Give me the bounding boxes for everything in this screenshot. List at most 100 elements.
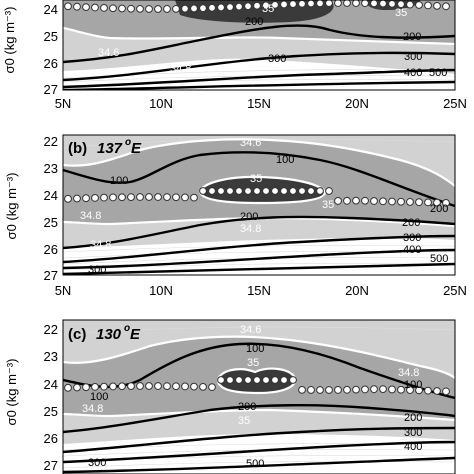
salinity-label: 35 — [238, 415, 250, 427]
x-tick-label: 25N — [443, 96, 467, 111]
y-tick-label: 27 — [44, 268, 58, 283]
core-marker — [262, 376, 270, 384]
core-marker — [208, 187, 216, 195]
core-marker — [316, 187, 324, 195]
x-tick-label: 20N — [345, 96, 369, 111]
salinity-label: 35 — [395, 7, 407, 19]
core-marker — [334, 0, 342, 7]
core-marker — [361, 385, 369, 394]
salinity-label: 34.6 — [240, 137, 261, 149]
panel-a-depth-labels: 200 300 200 300 400 500 — [245, 16, 447, 79]
core-marker — [280, 0, 288, 9]
depth-label: 300 — [88, 264, 106, 276]
depth-contours — [63, 24, 455, 90]
depth-label: 500 — [429, 67, 447, 79]
y-tick-label: 26 — [44, 242, 58, 257]
core-marker — [73, 194, 81, 203]
core-marker — [199, 382, 207, 391]
y-tick-label: 26 — [44, 431, 58, 446]
core-marker — [208, 3, 216, 12]
core-marker — [379, 385, 387, 394]
salinity-label: 35 — [322, 199, 334, 211]
core-marker — [325, 386, 333, 394]
panel-b-xticks: 5N 10N 15N 20N 25N — [55, 283, 467, 298]
y-axis-label: σ0 (kg m⁻³) — [2, 7, 17, 74]
y-tick-label: 22 — [44, 134, 58, 149]
panel-c-plot — [63, 320, 455, 474]
core-marker — [442, 2, 450, 11]
core-marker — [379, 0, 387, 8]
y-tick-label: 25 — [44, 29, 58, 44]
core-marker — [226, 376, 234, 384]
core-marker — [253, 187, 261, 195]
core-marker — [325, 187, 333, 195]
core-marker — [190, 193, 198, 202]
panel-b-depth-labels: 100 100 200 200 200 300 400 500 300 — [88, 154, 448, 276]
core-marker — [91, 383, 99, 391]
core-marker — [280, 187, 288, 195]
core-marker — [226, 187, 234, 195]
core-marker — [334, 197, 342, 205]
core-marker — [442, 199, 450, 207]
core-marker — [415, 1, 423, 9]
depth-label: 300 — [404, 427, 422, 439]
salinity-label: 34.6 — [98, 47, 119, 59]
core-marker — [145, 382, 153, 390]
panel-longitude-suffix: E — [131, 140, 142, 157]
core-marker — [343, 385, 351, 394]
core-marker — [217, 3, 225, 12]
depth-label: 200 — [245, 16, 263, 28]
core-marker — [271, 376, 279, 384]
core-marker — [289, 376, 297, 384]
depth-label: 300 — [268, 53, 286, 65]
y-tick-label: 22 — [44, 322, 58, 337]
core-marker — [217, 187, 225, 195]
core-marker — [307, 0, 315, 8]
salinity-label: 34.8 — [90, 239, 111, 251]
panel-a-plot — [63, 0, 455, 90]
depth-label: 300 — [88, 457, 106, 469]
core-marker — [145, 193, 153, 201]
y-tick-label: 25 — [44, 404, 58, 419]
y-tick-label: 23 — [44, 161, 58, 176]
core-marker — [397, 197, 405, 206]
core-marker — [163, 5, 171, 13]
core-marker — [397, 0, 405, 9]
y-axis-label: σ0 (kg m⁻³) — [4, 173, 19, 240]
panel-a-yticks: 24 25 26 27 — [44, 2, 58, 97]
core-marker — [442, 387, 450, 396]
core-marker — [109, 193, 117, 202]
core-marker — [298, 385, 306, 394]
panel-longitude-suffix: E — [130, 326, 141, 343]
core-marker — [64, 383, 72, 392]
panel-b-yticks: 22 23 24 25 26 27 — [44, 134, 58, 283]
core-marker — [73, 383, 81, 392]
core-marker — [208, 383, 216, 392]
y-axis-label: σ0 (kg m⁻³) — [4, 359, 19, 426]
panel-b: (b) 137 o E 34.6 35 35 34.8 34.8 34.8 10… — [4, 134, 467, 298]
salinity-label: 35 — [247, 357, 259, 369]
core-marker — [433, 1, 441, 10]
core-marker — [136, 193, 144, 201]
core-marker — [433, 198, 441, 207]
core-marker — [424, 198, 432, 207]
core-marker — [244, 187, 252, 195]
core-markers — [64, 376, 450, 396]
depth-label: 200 — [240, 211, 258, 223]
core-marker — [199, 187, 207, 195]
core-marker — [289, 0, 297, 8]
core-marker — [127, 382, 135, 391]
depth-label: 200 — [403, 31, 421, 43]
core-marker — [109, 382, 117, 391]
core-marker — [154, 5, 162, 13]
core-marker — [172, 382, 180, 391]
salinity-contours — [63, 138, 455, 228]
core-marker — [145, 5, 153, 13]
salinity-label: 34.8 — [170, 63, 191, 75]
panel-longitude: 130 — [96, 326, 122, 343]
core-marker — [100, 3, 108, 12]
depth-label: 300 — [403, 232, 421, 244]
core-marker — [352, 196, 360, 205]
salinity-label: 34.8 — [240, 223, 261, 235]
